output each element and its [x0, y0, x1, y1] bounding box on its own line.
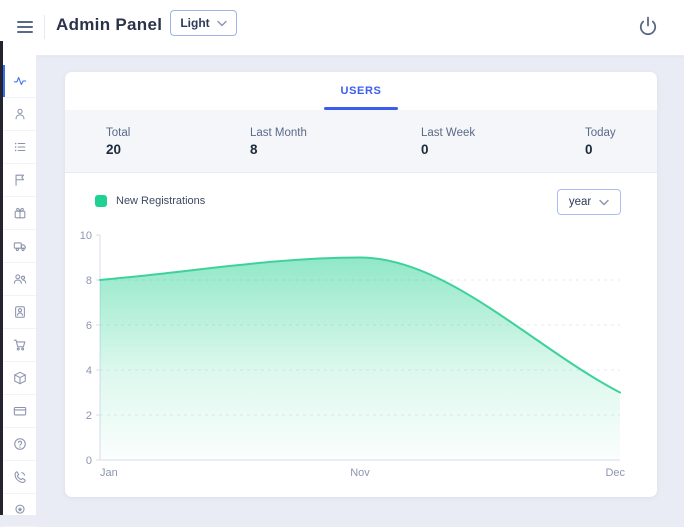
sidebar-item-user[interactable] — [3, 98, 36, 131]
svg-text:Jan: Jan — [100, 467, 118, 479]
sidebar-item-credit-card[interactable] — [3, 395, 36, 428]
page-title: Admin Panel — [56, 15, 163, 34]
sidebar-item-flag[interactable] — [3, 164, 36, 197]
award-icon — [13, 503, 27, 517]
svg-text:6: 6 — [86, 320, 92, 332]
sidebar-item-user-badge[interactable] — [3, 296, 36, 329]
svg-text:4: 4 — [86, 365, 92, 377]
theme-dropdown-value: Light — [180, 16, 210, 30]
stat-last-week: Last Week 0 — [421, 126, 475, 159]
stat-today-value: 0 — [585, 142, 593, 157]
stat-today: Today 0 — [585, 126, 616, 159]
stat-last-month-value: 8 — [250, 142, 258, 157]
phone-icon — [13, 470, 27, 484]
users-panel-card: USERS Total 20 Last Month 8 Last Week 0 — [65, 72, 657, 497]
theme-dropdown[interactable]: Light — [170, 10, 237, 36]
range-dropdown-value: year — [568, 196, 592, 208]
stat-total-label: Total — [106, 127, 131, 139]
tab-users-label: USERS — [340, 85, 382, 97]
hamburger-icon — [17, 21, 33, 23]
package-icon — [13, 371, 27, 385]
sidebar-item-award[interactable] — [3, 494, 36, 527]
tab-bar: USERS — [65, 72, 657, 110]
stat-total: Total 20 — [106, 126, 130, 159]
stat-last-month-label: Last Month — [250, 127, 307, 139]
gift-icon — [13, 206, 27, 220]
svg-text:Nov: Nov — [350, 467, 370, 479]
logout-power-button[interactable] — [636, 15, 660, 39]
active-tab-underline — [324, 107, 398, 110]
svg-text:10: 10 — [80, 230, 92, 242]
sidebar-item-truck[interactable] — [3, 230, 36, 263]
sidebar-item-package[interactable] — [3, 362, 36, 395]
range-dropdown[interactable]: year — [557, 189, 621, 215]
stat-last-week-value: 0 — [421, 142, 429, 157]
shopping-cart-icon — [13, 338, 27, 352]
sidebar-item-help[interactable] — [3, 428, 36, 461]
stat-last-month: Last Month 8 — [250, 126, 307, 159]
chevron-down-icon — [216, 20, 227, 26]
collapsed-drawer-edge — [0, 41, 3, 515]
list-icon — [13, 140, 27, 154]
sidebar-item-activity[interactable] — [0, 65, 36, 98]
registrations-area-chart: 0 2 4 6 8 10 Jan Nov Dec — [65, 222, 657, 492]
user-icon — [13, 107, 27, 121]
credit-card-icon — [13, 404, 27, 418]
sidebar-item-list[interactable] — [3, 131, 36, 164]
svg-text:0: 0 — [86, 455, 92, 467]
users-group-icon — [13, 272, 27, 286]
legend-swatch-green — [95, 195, 107, 207]
help-icon — [13, 437, 27, 451]
svg-text:2: 2 — [86, 410, 92, 422]
header: Admin Panel Light — [0, 0, 684, 56]
flag-icon — [13, 173, 27, 187]
chart-legend: New Registrations — [95, 195, 205, 207]
sidebar-item-gift[interactable] — [3, 197, 36, 230]
sidebar-item-shopping-cart[interactable] — [3, 329, 36, 362]
menu-toggle-button[interactable] — [17, 16, 35, 38]
svg-text:8: 8 — [86, 275, 92, 287]
sidebar-item-phone[interactable] — [3, 461, 36, 494]
sidebar-item-users-group[interactable] — [3, 263, 36, 296]
user-badge-icon — [13, 305, 27, 319]
app-window: Admin Panel Light USERS Total — [0, 0, 684, 515]
stat-total-value: 20 — [106, 142, 122, 157]
truck-icon — [13, 239, 27, 253]
power-icon — [639, 16, 657, 36]
sidebar — [0, 55, 37, 527]
legend-label: New Registrations — [116, 195, 206, 207]
stats-row: Total 20 Last Month 8 Last Week 0 Today … — [65, 110, 657, 173]
stat-today-label: Today — [585, 127, 616, 139]
tab-users[interactable]: USERS — [341, 72, 382, 110]
header-divider — [44, 15, 45, 39]
activity-icon — [13, 74, 27, 88]
chevron-down-icon — [599, 199, 609, 205]
stat-last-week-label: Last Week — [421, 127, 476, 139]
svg-text:Dec: Dec — [605, 467, 625, 479]
